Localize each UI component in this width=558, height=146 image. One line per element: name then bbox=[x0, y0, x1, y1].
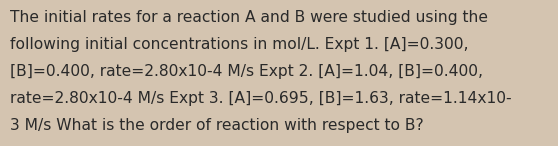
Text: rate=2.80x10-4 M/s Expt 3. [A]=0.695, [B]=1.63, rate=1.14x10-: rate=2.80x10-4 M/s Expt 3. [A]=0.695, [B… bbox=[10, 91, 512, 106]
Text: 3 M/s What is the order of reaction with respect to B?: 3 M/s What is the order of reaction with… bbox=[10, 118, 424, 133]
Text: The initial rates for a reaction A and B were studied using the: The initial rates for a reaction A and B… bbox=[10, 10, 488, 25]
Text: following initial concentrations in mol/L. Expt 1. [A]=0.300,: following initial concentrations in mol/… bbox=[10, 37, 469, 52]
Text: [B]=0.400, rate=2.80x10-4 M/s Expt 2. [A]=1.04, [B]=0.400,: [B]=0.400, rate=2.80x10-4 M/s Expt 2. [A… bbox=[10, 64, 483, 79]
